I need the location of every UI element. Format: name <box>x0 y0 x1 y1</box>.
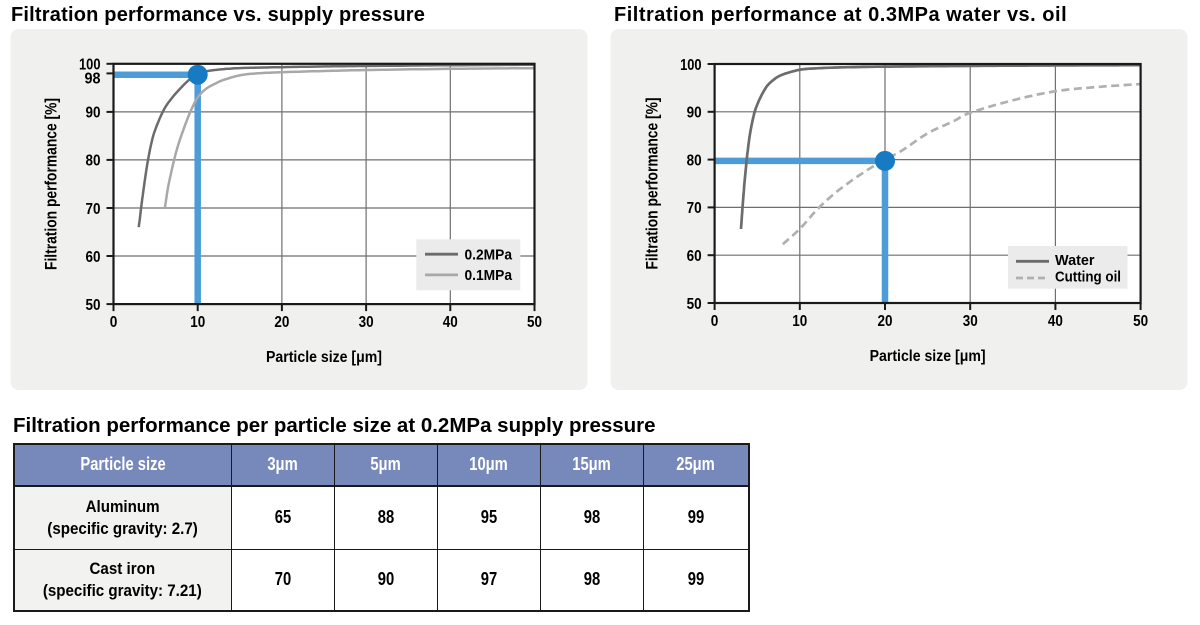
svg-text:10: 10 <box>190 314 205 331</box>
svg-text:0.2MPa: 0.2MPa <box>465 247 513 264</box>
svg-text:50: 50 <box>527 314 542 331</box>
svg-text:Filtration performance [%]: Filtration performance [%] <box>644 98 662 270</box>
svg-text:70: 70 <box>86 201 101 218</box>
svg-text:30: 30 <box>359 314 374 331</box>
svg-text:0: 0 <box>110 314 118 331</box>
svg-text:30: 30 <box>963 313 978 330</box>
svg-text:Filtration performance [%]: Filtration performance [%] <box>43 98 61 270</box>
svg-text:40: 40 <box>443 314 458 331</box>
svg-text:20: 20 <box>878 313 893 330</box>
svg-text:50: 50 <box>687 296 702 313</box>
svg-text:Water: Water <box>1055 252 1095 269</box>
svg-text:60: 60 <box>687 248 702 265</box>
svg-text:100: 100 <box>680 57 702 74</box>
svg-text:Particle size [μm]: Particle size [μm] <box>870 348 986 365</box>
svg-text:0: 0 <box>711 313 719 330</box>
svg-text:50: 50 <box>1133 313 1148 330</box>
svg-text:40: 40 <box>1048 313 1063 330</box>
svg-text:70: 70 <box>687 200 702 217</box>
svg-text:10: 10 <box>792 313 807 330</box>
svg-text:90: 90 <box>687 105 702 122</box>
svg-text:0.1MPa: 0.1MPa <box>465 267 513 284</box>
svg-text:Particle size [μm]: Particle size [μm] <box>266 349 382 366</box>
svg-text:80: 80 <box>687 152 702 169</box>
svg-text:Cutting oil: Cutting oil <box>1055 269 1121 286</box>
svg-text:80: 80 <box>86 153 101 170</box>
svg-text:90: 90 <box>86 105 101 122</box>
svg-text:60: 60 <box>86 249 101 266</box>
svg-text:20: 20 <box>274 314 289 331</box>
svg-text:98: 98 <box>85 71 101 88</box>
svg-text:100: 100 <box>79 57 101 74</box>
svg-text:50: 50 <box>86 297 101 314</box>
